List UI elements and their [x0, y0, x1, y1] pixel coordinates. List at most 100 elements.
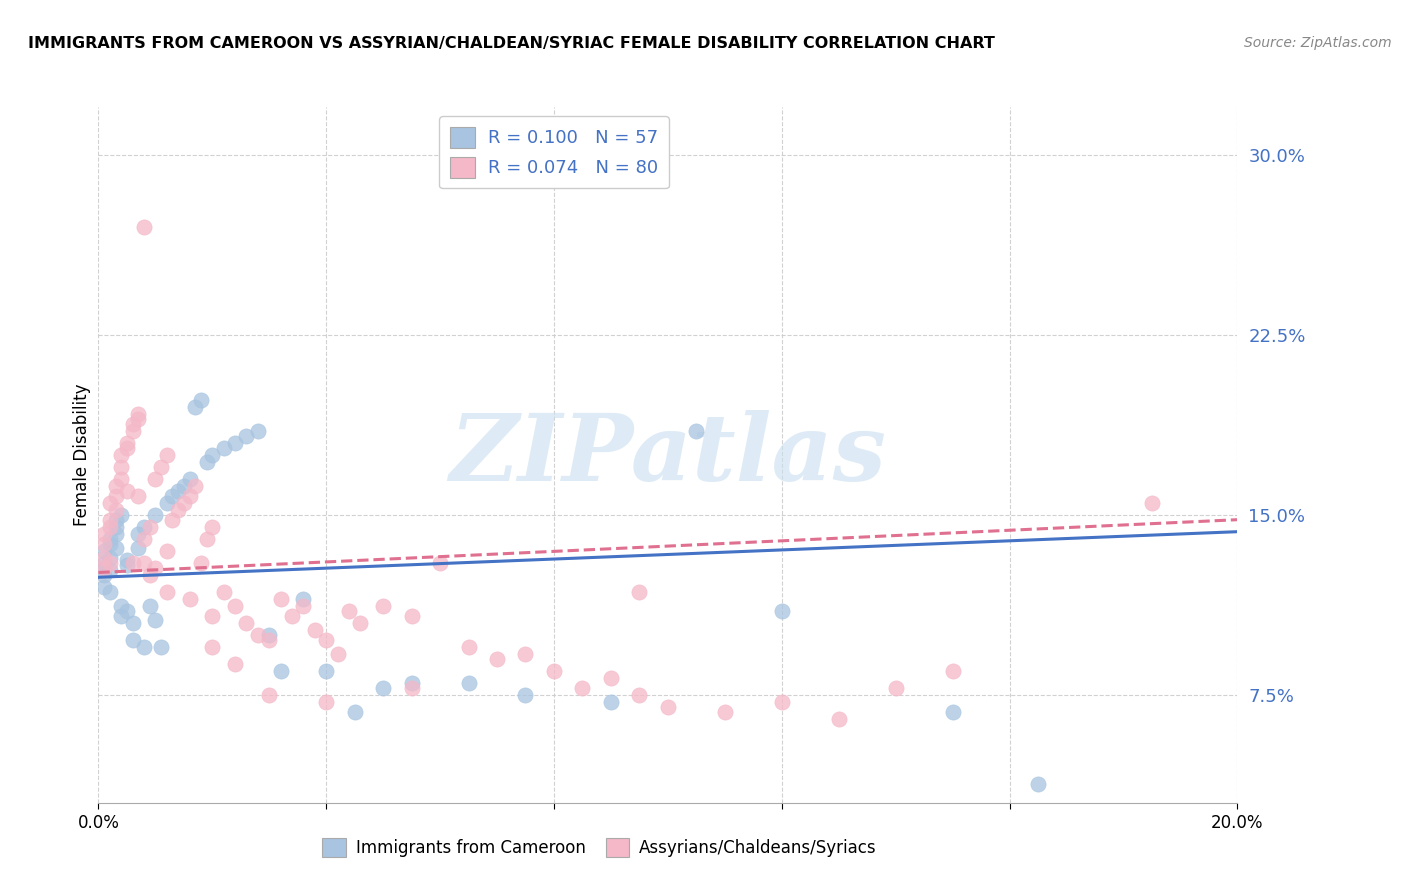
Point	[162, 513, 184, 527]
Point	[104, 541, 127, 556]
Point	[259, 632, 281, 647]
Point	[195, 455, 218, 469]
Point	[657, 699, 679, 714]
Point	[110, 459, 132, 474]
Point	[132, 532, 155, 546]
Point	[246, 628, 269, 642]
Point	[1140, 496, 1163, 510]
Point	[201, 608, 224, 623]
Point	[212, 441, 235, 455]
Point	[179, 472, 201, 486]
Point	[515, 647, 537, 661]
Point	[373, 681, 395, 695]
Point	[343, 705, 366, 719]
Point	[93, 580, 115, 594]
Point	[110, 448, 132, 462]
Point	[571, 681, 593, 695]
Point	[98, 563, 121, 577]
Point	[132, 219, 155, 234]
Point	[93, 560, 115, 574]
Point	[110, 608, 132, 623]
Point	[145, 560, 167, 574]
Point	[93, 544, 115, 558]
Point	[127, 527, 149, 541]
Point	[337, 604, 360, 618]
Point	[270, 664, 292, 678]
Point	[173, 479, 195, 493]
Point	[132, 640, 155, 654]
Point	[145, 508, 167, 522]
Point	[98, 537, 121, 551]
Point	[179, 591, 201, 606]
Point	[98, 556, 121, 570]
Point	[115, 604, 138, 618]
Point	[167, 483, 190, 498]
Point	[115, 441, 138, 455]
Point	[270, 591, 292, 606]
Point	[600, 671, 623, 685]
Point	[115, 436, 138, 450]
Point	[104, 503, 127, 517]
Point	[179, 489, 201, 503]
Point	[942, 705, 965, 719]
Point	[315, 695, 337, 709]
Point	[543, 664, 565, 678]
Point	[259, 688, 281, 702]
Point	[224, 657, 246, 671]
Point	[1026, 776, 1049, 790]
Point	[942, 664, 965, 678]
Point	[110, 508, 132, 522]
Point	[110, 599, 132, 613]
Point	[600, 695, 623, 709]
Point	[201, 640, 224, 654]
Point	[224, 436, 246, 450]
Point	[98, 584, 121, 599]
Point	[401, 676, 423, 690]
Point	[326, 647, 349, 661]
Point	[93, 556, 115, 570]
Point	[104, 489, 127, 503]
Point	[457, 640, 479, 654]
Point	[373, 599, 395, 613]
Point	[93, 551, 115, 566]
Point	[246, 424, 269, 438]
Point	[156, 584, 179, 599]
Point	[515, 688, 537, 702]
Point	[828, 712, 851, 726]
Point	[259, 628, 281, 642]
Point	[429, 556, 451, 570]
Point	[93, 567, 115, 582]
Point	[110, 472, 132, 486]
Point	[315, 632, 337, 647]
Point	[132, 520, 155, 534]
Point	[121, 424, 143, 438]
Point	[115, 558, 138, 573]
Point	[884, 681, 907, 695]
Point	[401, 608, 423, 623]
Point	[401, 681, 423, 695]
Point	[173, 496, 195, 510]
Point	[93, 560, 115, 574]
Point	[115, 483, 138, 498]
Point	[115, 553, 138, 567]
Point	[156, 544, 179, 558]
Point	[98, 520, 121, 534]
Point	[235, 428, 257, 442]
Point	[201, 448, 224, 462]
Point	[486, 652, 509, 666]
Point	[628, 584, 651, 599]
Point	[150, 459, 173, 474]
Point	[292, 599, 315, 613]
Point	[132, 556, 155, 570]
Point	[224, 599, 246, 613]
Text: Source: ZipAtlas.com: Source: ZipAtlas.com	[1244, 36, 1392, 50]
Point	[127, 412, 149, 426]
Point	[457, 676, 479, 690]
Point	[145, 472, 167, 486]
Point	[281, 608, 304, 623]
Point	[195, 532, 218, 546]
Point	[98, 496, 121, 510]
Point	[98, 551, 121, 566]
Point	[138, 520, 160, 534]
Point	[304, 623, 326, 637]
